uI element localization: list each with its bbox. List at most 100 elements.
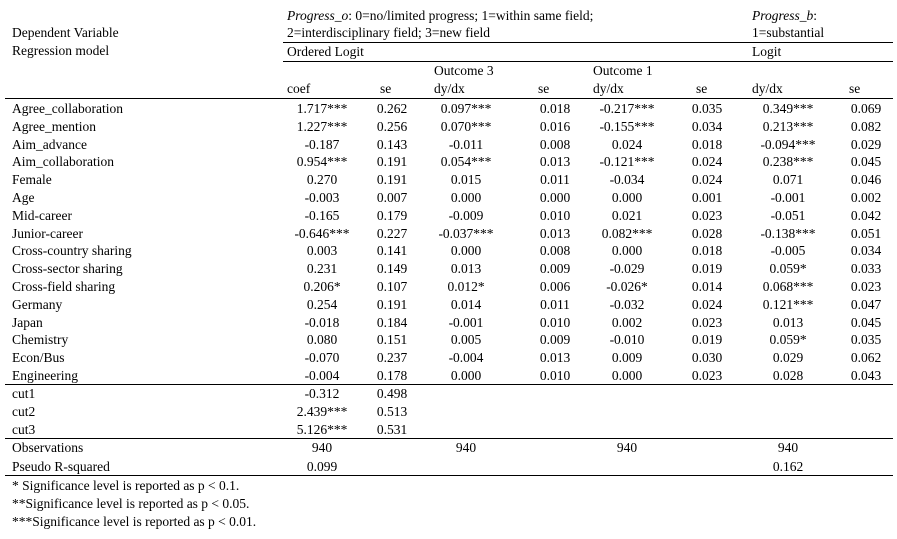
table-cell: 0.030	[691, 350, 723, 365]
table-cell: 0.028	[691, 226, 723, 241]
table-cell: 0.254	[306, 297, 338, 312]
col-header-se-2: se	[538, 81, 550, 96]
observations-value: 940	[455, 440, 477, 455]
col-header-dydx-outcome3: dy/dx	[434, 81, 465, 96]
table-cell: -0.094***	[760, 137, 816, 152]
table-cell: -0.018	[304, 315, 340, 330]
table-cell: 0.237	[376, 350, 408, 365]
table-cell: 0.013	[539, 350, 571, 365]
table-cell: 0.191	[376, 172, 408, 187]
row-label: Cross-sector sharing	[12, 261, 123, 276]
table-cell: 0.000	[539, 190, 571, 205]
table-cell: -0.165	[304, 208, 340, 223]
regression-model-label: Regression model	[12, 43, 110, 58]
row-label: Age	[12, 190, 35, 205]
table-cell: -0.187	[304, 137, 340, 152]
table-cell: 0.045	[850, 315, 882, 330]
cut-se: 0.513	[376, 404, 408, 419]
table-cell: 0.000	[450, 243, 482, 258]
table-cell: -0.034	[609, 172, 645, 187]
row-label: Aim_collaboration	[12, 154, 114, 169]
table-cell: -0.004	[448, 350, 484, 365]
cut-label: cut1	[12, 386, 36, 401]
table-cell: 0.179	[376, 208, 408, 223]
row-label: Agree_mention	[12, 119, 96, 134]
table-cell: 0.143	[376, 137, 408, 152]
row-label: Cross-country sharing	[12, 243, 132, 258]
progress-o-name: Progress_o	[287, 8, 349, 23]
row-label: Female	[12, 172, 52, 187]
table-cell: -0.032	[609, 297, 645, 312]
table-cell: 0.024	[611, 137, 643, 152]
col-header-dydx-outcome1: dy/dx	[593, 81, 624, 96]
table-cell: 0.002	[850, 190, 882, 205]
table-cell: 0.014	[691, 279, 723, 294]
table-cell: 0.238***	[762, 154, 814, 169]
table-cell: -0.003	[304, 190, 340, 205]
observations-label: Observations	[12, 440, 84, 455]
table-cell: 0.042	[850, 208, 882, 223]
table-cell: 0.023	[691, 208, 723, 223]
col-header-se-3: se	[696, 81, 708, 96]
cut-se: 0.531	[376, 422, 408, 437]
row-label: Chemistry	[12, 332, 69, 347]
table-cell: 0.256	[376, 119, 408, 134]
table-cell: 1.227***	[296, 119, 348, 134]
table-cell: -0.011	[448, 137, 484, 152]
table-cell: 0.082	[850, 119, 882, 134]
table-cell: 0.035	[850, 332, 882, 347]
table-cell: 0.028	[772, 368, 804, 383]
header-rule-model	[283, 61, 893, 62]
table-cell: 0.001	[691, 190, 723, 205]
progress-b-desc: 1=substantial	[752, 25, 825, 40]
row-label: Junior-career	[12, 226, 83, 241]
table-cell: -0.005	[770, 243, 806, 258]
table-cell: 0.021	[611, 208, 643, 223]
table-cell: 0.011	[540, 172, 570, 187]
observations-value: 940	[616, 440, 638, 455]
row-label: Agree_collaboration	[12, 101, 123, 116]
table-cell: 0.014	[450, 297, 482, 312]
table-cell: 0.016	[539, 119, 571, 134]
table-cell: 0.029	[772, 350, 804, 365]
table-cell: -0.010	[609, 332, 645, 347]
row-label: Aim_advance	[12, 137, 87, 152]
table-cell: -0.646***	[294, 226, 350, 241]
table-cell: 0.047	[850, 297, 882, 312]
table-cell: 0.954***	[296, 154, 348, 169]
observations-value: 940	[777, 440, 799, 455]
table-cell: 0.191	[376, 297, 408, 312]
table-cell: 0.151	[376, 332, 408, 347]
table-cell: 0.071	[772, 172, 804, 187]
table-cell: 0.010	[539, 315, 571, 330]
table-cell: 0.009	[539, 332, 571, 347]
cut-label: cut2	[12, 404, 36, 419]
rule-after-stats	[5, 475, 893, 476]
table-cell: -0.001	[770, 190, 806, 205]
table-cell: 0.012*	[447, 279, 485, 294]
progress-b-colon: :	[813, 8, 818, 23]
table-cell: 0.007	[376, 190, 408, 205]
cut-coef: 5.126***	[296, 422, 348, 437]
table-cell: -0.001	[448, 315, 484, 330]
table-cell: 0.149	[376, 261, 408, 276]
table-cell: 0.000	[611, 243, 643, 258]
table-cell: 0.054***	[440, 154, 492, 169]
table-cell: 0.013	[772, 315, 804, 330]
table-cell: 0.000	[450, 190, 482, 205]
table-cell: 0.033	[850, 261, 882, 276]
table-cell: 0.191	[376, 154, 408, 169]
table-cell: 0.141	[376, 243, 408, 258]
table-cell: -0.138***	[760, 226, 816, 241]
progress-o-definition: Progress_o: 0=no/limited progress; 1=wit…	[287, 7, 593, 24]
table-cell: 0.018	[691, 243, 723, 258]
table-cell: 0.043	[850, 368, 882, 383]
table-cell: 0.006	[539, 279, 571, 294]
table-cell: 0.000	[611, 190, 643, 205]
row-label: Germany	[12, 297, 63, 312]
table-cell: 0.069	[850, 101, 882, 116]
table-cell: 0.034	[691, 119, 723, 134]
table-cell: 0.034	[850, 243, 882, 258]
table-cell: 0.046	[850, 172, 882, 187]
table-cell: 0.000	[450, 368, 482, 383]
